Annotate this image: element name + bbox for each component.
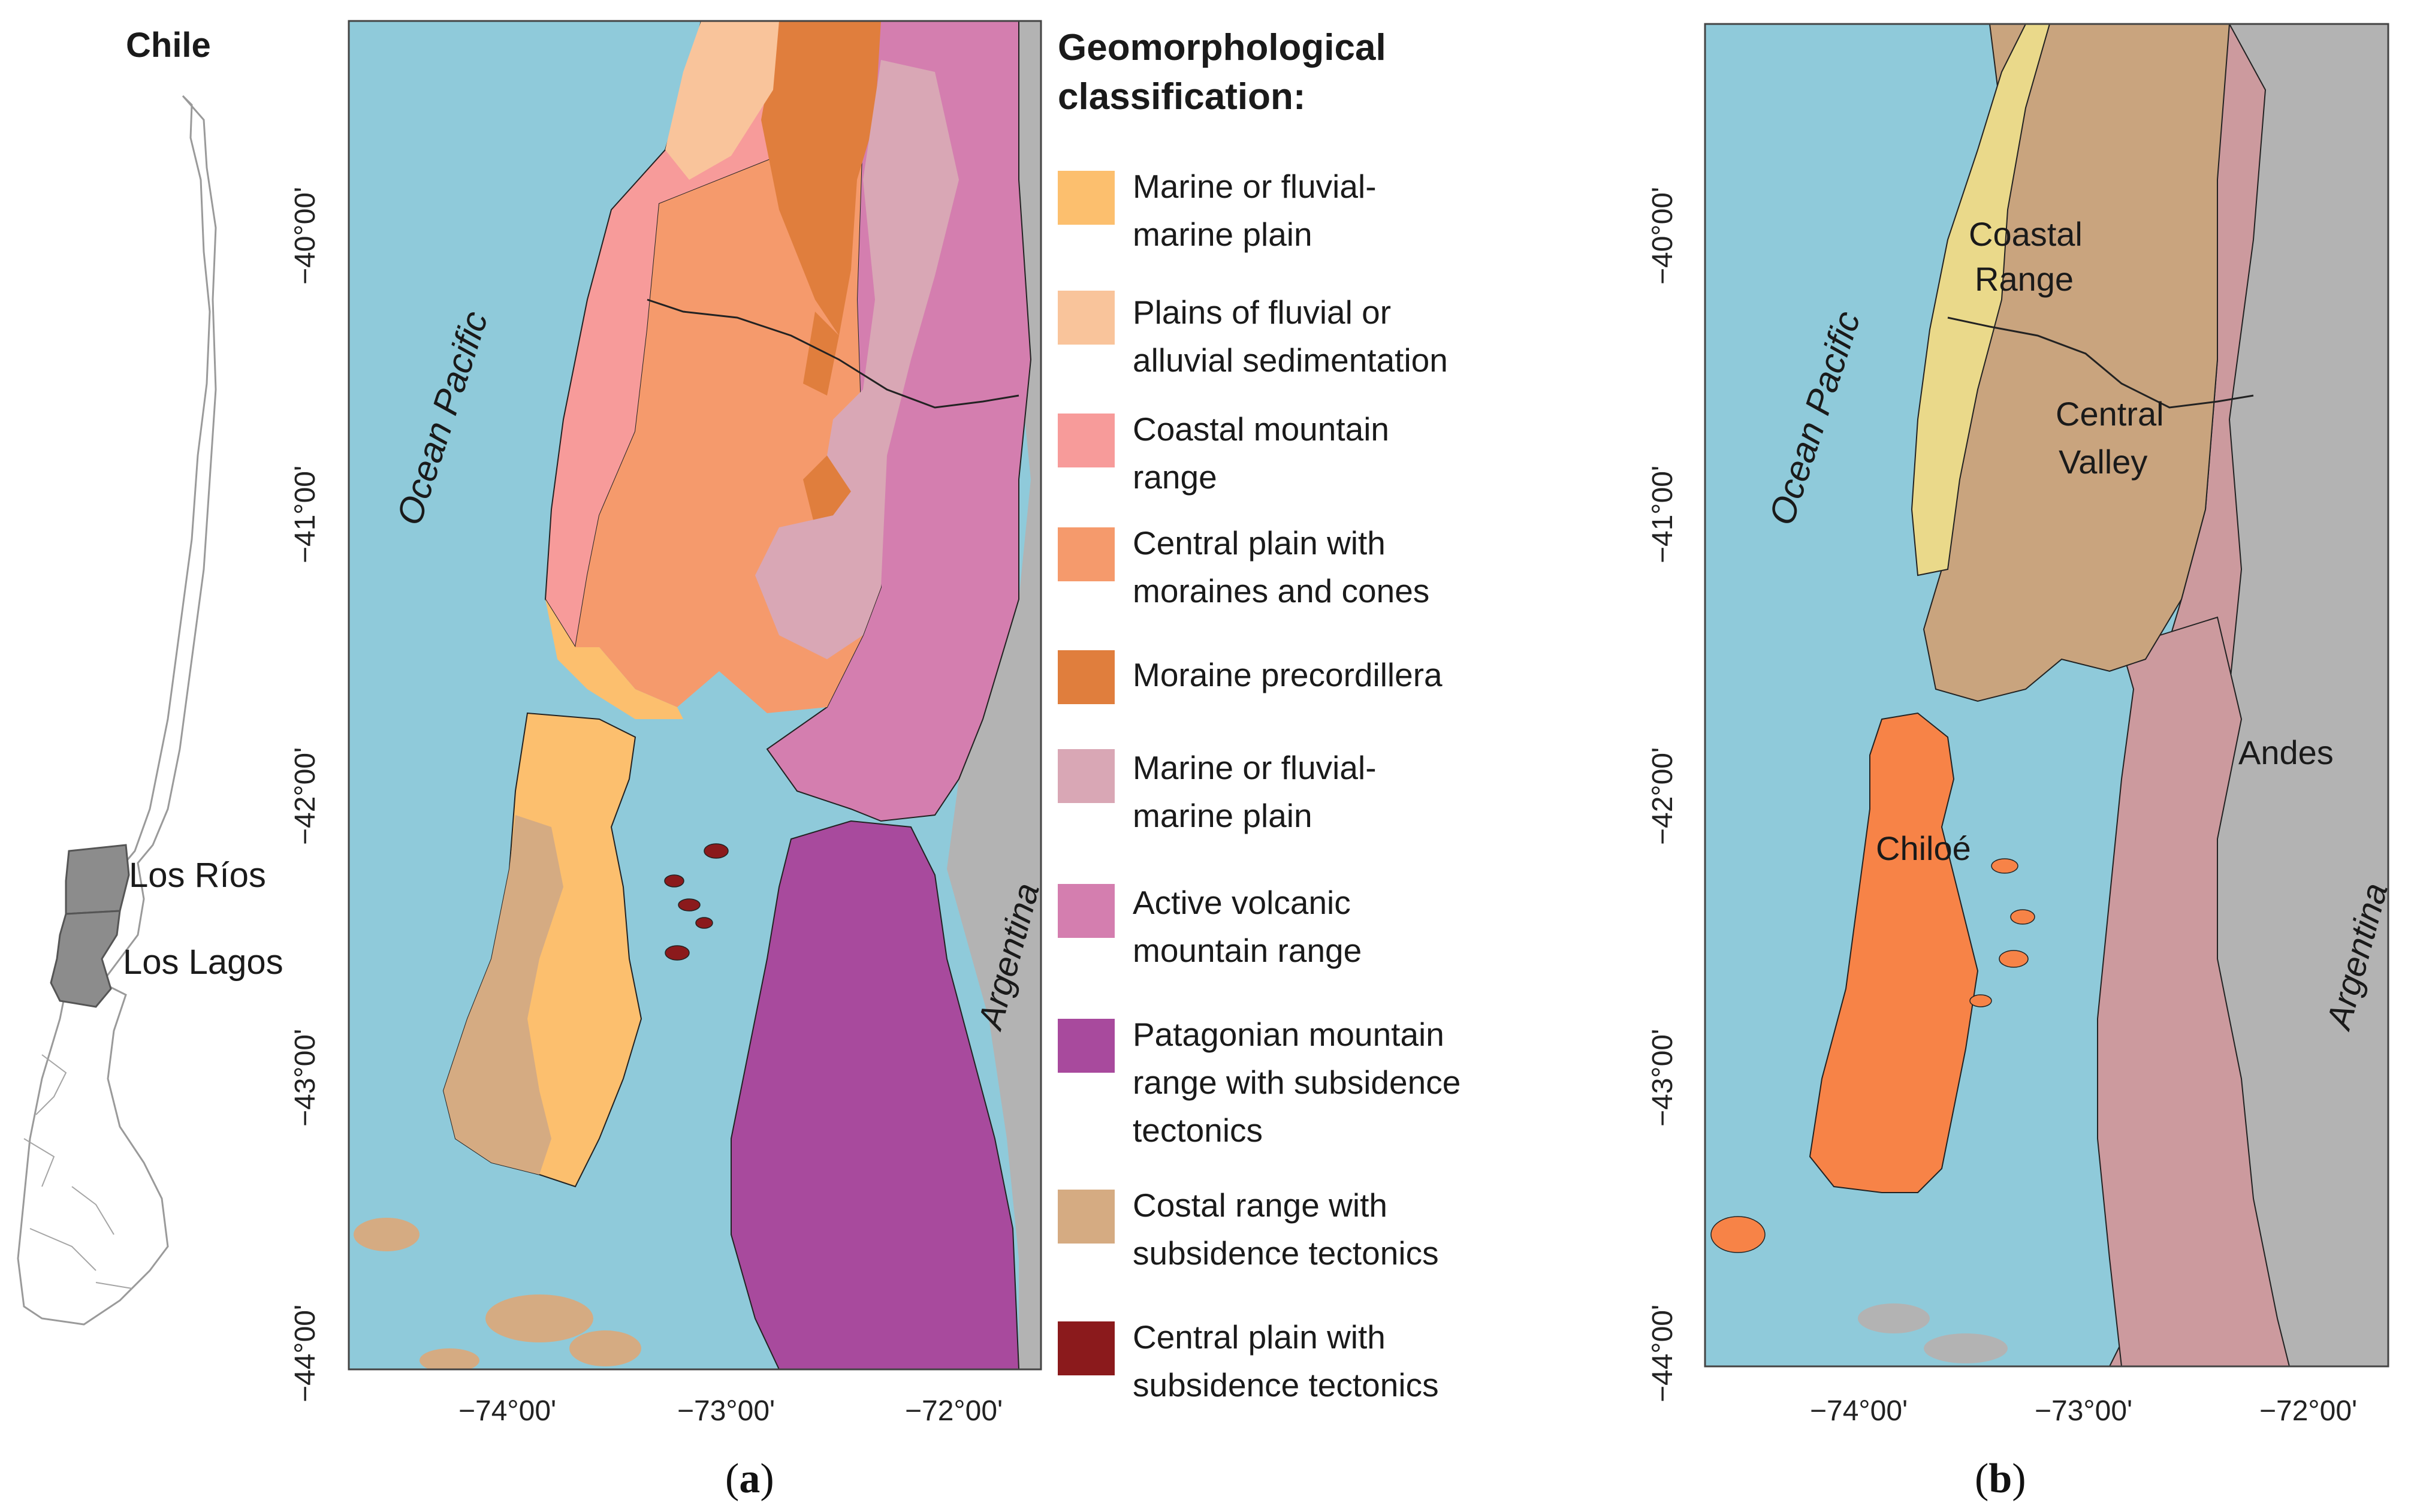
lat-tick-a-5: −44°00' xyxy=(289,1305,321,1402)
caption-a: (a) xyxy=(725,1456,774,1502)
legend-label: mountain range xyxy=(1133,932,1362,969)
legend-label: Coastal mountain xyxy=(1133,411,1389,448)
legend-label: moraines and cones xyxy=(1133,572,1429,609)
legend-label: tectonics xyxy=(1133,1112,1263,1149)
legend-title-1: Geomorphological xyxy=(1058,27,1386,68)
region-boundary-a xyxy=(647,298,1019,409)
legend-label: range xyxy=(1133,458,1217,496)
legend-swatch xyxy=(1058,1019,1115,1073)
legend-label: range with subsidence xyxy=(1133,1064,1461,1101)
lat-tick-a-1: −40°00' xyxy=(289,187,321,285)
legend-item: Costal range with subsidence tectonics xyxy=(1058,1187,1439,1272)
unit-label-coastal-2: Range xyxy=(1975,260,2074,298)
unit-label-chiloe: Chiloé xyxy=(1876,829,1971,867)
unit-label-andes: Andes xyxy=(2238,734,2334,771)
legend-item: Plains of fluvial or alluvial sedimentat… xyxy=(1058,291,1448,379)
legend-item: Marine or fluvial- marine plain xyxy=(1058,749,1377,834)
legend-swatch xyxy=(1058,291,1115,345)
region-boundary-b xyxy=(1947,316,2254,409)
lon-tick-b-1: −74°00' xyxy=(1810,1395,1908,1427)
lat-tick-a-4: −43°00' xyxy=(289,1029,321,1127)
legend-label: Marine or fluvial- xyxy=(1133,168,1377,205)
lat-tick-b-3: −42°00' xyxy=(1647,747,1679,845)
legend-title-2: classification: xyxy=(1058,76,1305,117)
legend-item: Central plain with moraines and cones xyxy=(1058,524,1429,609)
region-los-lagos xyxy=(50,910,121,1008)
legend-label: marine plain xyxy=(1133,216,1312,253)
legend-label: Plains of fluvial or xyxy=(1133,294,1391,331)
legend-swatch xyxy=(1058,1321,1115,1375)
chile-south-islands xyxy=(23,1054,132,1289)
caption-b: (b) xyxy=(1975,1456,2026,1502)
axis-a: −40°00' −41°00' −42°00' −43°00' −44°00' … xyxy=(289,187,1003,1502)
unit-label-coastal-1: Coastal xyxy=(1969,215,2083,253)
unit-chiloe xyxy=(1809,712,1979,1193)
map-b: Ocean Pacific Argentina Coastal Range Ce… xyxy=(1704,23,2395,1368)
legend-item: Moraine precordillera xyxy=(1058,650,1443,704)
lon-tick-a-2: −73°00' xyxy=(677,1395,775,1427)
frame-a xyxy=(348,20,1042,1371)
zone-marine-plain-pink xyxy=(755,60,959,659)
unit-andes-south xyxy=(2097,616,2291,1366)
unit-label-central-1: Central xyxy=(2056,395,2164,433)
legend-swatch xyxy=(1058,650,1115,704)
legend-swatch xyxy=(1058,749,1115,803)
label-los-lagos: Los Lagos xyxy=(123,943,283,982)
legend-label: Costal range with xyxy=(1133,1187,1387,1224)
lon-tick-b-3: −72°00' xyxy=(2259,1395,2357,1427)
map-a: Ocean Pacific Argentina xyxy=(348,20,1047,1371)
southern-islands-b xyxy=(1858,1303,2008,1363)
legend-item: Coastal mountain range xyxy=(1058,411,1389,496)
zone-central-plain-subsidence xyxy=(664,843,729,961)
legend-label: Moraine precordillera xyxy=(1133,656,1443,693)
label-los-rios: Los Ríos xyxy=(129,856,266,895)
zone-costal-range-subsidence xyxy=(443,815,563,1175)
argentina-a xyxy=(947,21,1041,1369)
lat-tick-a-3: −42°00' xyxy=(289,747,321,845)
southern-islands-a xyxy=(354,1218,641,1369)
zone-fluvial-plains xyxy=(665,21,779,180)
lon-tick-a-1: −74°00' xyxy=(458,1395,556,1427)
legend-label: subsidence tectonics xyxy=(1133,1366,1439,1404)
legend-label: Central plain with xyxy=(1133,524,1386,562)
zone-patagonian xyxy=(731,820,1020,1369)
legend-item: Patagonian mountain range with subsidenc… xyxy=(1058,1016,1461,1149)
legend-label: Active volcanic xyxy=(1133,884,1351,921)
legend: Geomorphological classification: Marine … xyxy=(1058,27,1461,1404)
legend-label: alluvial sedimentation xyxy=(1133,342,1448,379)
lon-tick-a-3: −72°00' xyxy=(905,1395,1003,1427)
frame-b xyxy=(1704,23,2389,1368)
lat-tick-b-1: −40°00' xyxy=(1647,187,1679,285)
lat-tick-b-2: −41°00' xyxy=(1647,466,1679,563)
legend-swatch xyxy=(1058,414,1115,467)
legend-label: marine plain xyxy=(1133,797,1312,834)
legend-item: Central plain with subsidence tectonics xyxy=(1058,1318,1439,1404)
chile-outline xyxy=(17,95,217,1326)
legend-label: Patagonian mountain xyxy=(1133,1016,1444,1053)
lat-tick-b-4: −43°00' xyxy=(1647,1029,1679,1127)
unit-coastal-range xyxy=(1911,24,2051,577)
inset-title: Chile xyxy=(126,26,211,65)
legend-label: Central plain with xyxy=(1133,1318,1386,1356)
legend-label: Marine or fluvial- xyxy=(1133,749,1377,786)
chile-inset: Chile Los Ríos Los Lagos xyxy=(17,26,283,1326)
axis-b: −40°00' −41°00' −42°00' −43°00' −44°00' … xyxy=(1647,187,2357,1502)
legend-swatch xyxy=(1058,884,1115,938)
legend-swatch xyxy=(1058,171,1115,225)
zone-moraine-precordillera xyxy=(761,21,881,539)
legend-item: Active volcanic mountain range xyxy=(1058,884,1362,969)
legend-item: Marine or fluvial- marine plain xyxy=(1058,168,1377,253)
zone-marine-plain-coast xyxy=(545,599,683,719)
lat-tick-b-5: −44°00' xyxy=(1647,1305,1679,1402)
legend-swatch xyxy=(1058,1190,1115,1244)
legend-swatch xyxy=(1058,527,1115,581)
lat-tick-a-2: −41°00' xyxy=(289,466,321,563)
lon-tick-b-2: −73°00' xyxy=(2035,1395,2132,1427)
unit-label-central-2: Valley xyxy=(2059,443,2147,481)
legend-label: subsidence tectonics xyxy=(1133,1235,1439,1272)
chiloe-islands xyxy=(1710,858,2035,1253)
region-los-rios xyxy=(65,844,130,915)
